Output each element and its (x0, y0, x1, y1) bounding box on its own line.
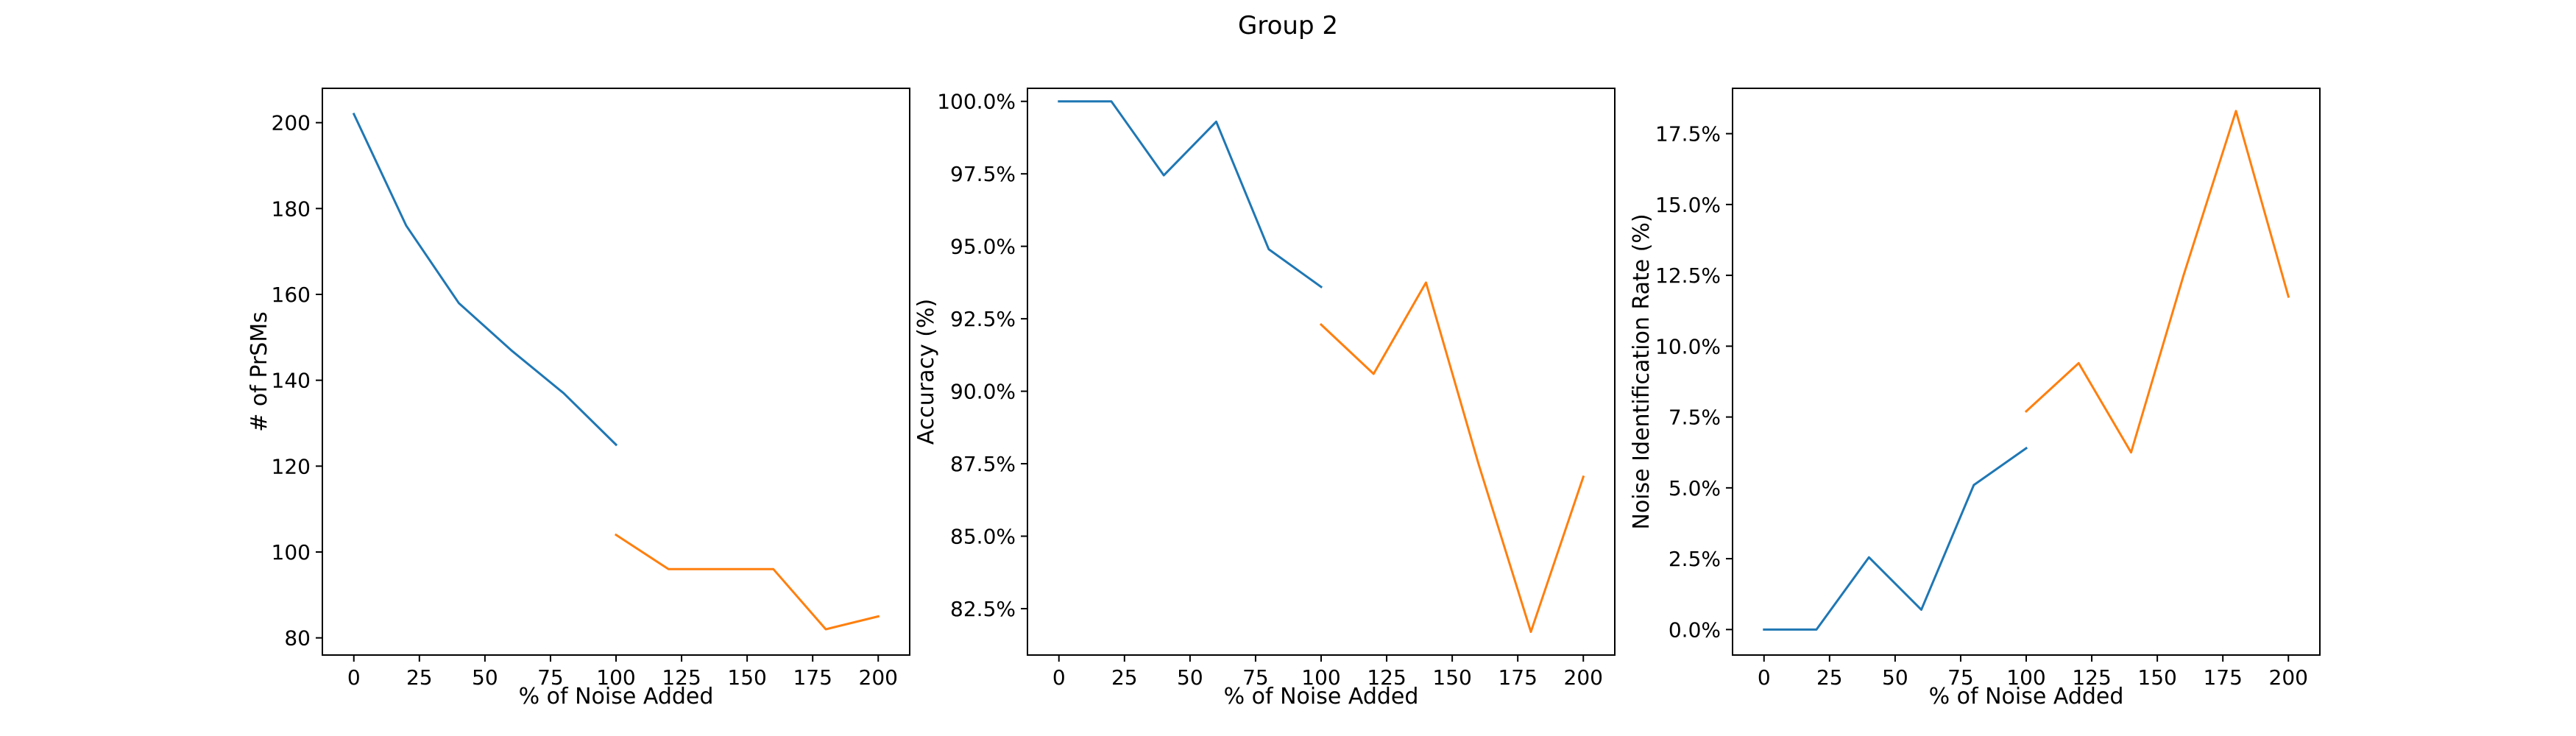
x-tick-label: 50 (1177, 665, 1203, 690)
y-tick-label: 97.5% (950, 162, 1016, 186)
series-line-orange (2024, 110, 2290, 454)
x-tick-label: 25 (406, 665, 433, 690)
tick-group: 0 25 50 75 100 125 150 175 200 0.0% 2.5% 5.0% 7.5% 10… (1655, 122, 2308, 690)
x-axis-label: % of Noise Added (519, 684, 714, 710)
x-tick-label: 175 (793, 665, 832, 690)
x-tick-label: 25 (1816, 665, 1843, 690)
x-tick-label: 150 (2137, 665, 2176, 690)
x-tick-label: 100 (2006, 665, 2045, 690)
y-tick-label: 160 (272, 283, 311, 307)
series-line-orange (614, 533, 880, 631)
y-tick-label: 5.0% (1669, 476, 1721, 500)
y-tick-label: 82.5% (950, 597, 1016, 621)
x-axis-label: % of Noise Added (1224, 684, 1419, 710)
y-tick-label: 100.0% (937, 90, 1016, 114)
axes-frame (1027, 88, 1616, 656)
y-tick-label: 17.5% (1655, 122, 1721, 146)
x-tick-label: 0 (347, 665, 361, 690)
x-tick-label: 25 (1111, 665, 1138, 690)
y-tick-label: 80 (284, 626, 311, 651)
x-tick-label: 50 (472, 665, 498, 690)
y-tick-label: 92.5% (950, 307, 1016, 331)
y-axis-label: # of PrSMs (247, 311, 272, 432)
series-line-blue (1763, 446, 2028, 631)
y-tick-label: 100 (272, 540, 311, 565)
x-tick-label: 150 (727, 665, 766, 690)
y-tick-label: 140 (272, 369, 311, 393)
tick-group: 0 25 50 75 100 125 150 175 200 80 100 120 140 160 180 2… (272, 111, 898, 690)
y-tick-label: 7.5% (1669, 406, 1721, 430)
y-tick-label: 0.0% (1669, 618, 1721, 642)
x-axis-label: % of Noise Added (1929, 684, 2124, 710)
x-tick-label: 100 (1301, 665, 1340, 690)
y-axis-label: Accuracy (%) (913, 299, 939, 445)
series-line-blue (352, 113, 618, 447)
y-tick-label: 87.5% (950, 452, 1016, 476)
x-tick-label: 75 (1242, 665, 1269, 690)
subplot-prsms: 0 25 50 75 100 125 150 175 200 80 100 120 140 160 180 2… (247, 88, 910, 710)
y-tick-label: 2.5% (1669, 547, 1721, 571)
x-tick-label: 200 (1564, 665, 1603, 690)
x-tick-label: 75 (1947, 665, 1974, 690)
y-axis-label: Noise Identification Rate (%) (1629, 213, 1655, 529)
y-tick-label: 15.0% (1655, 193, 1721, 217)
line-group (352, 113, 880, 631)
line-group (1763, 110, 2290, 631)
y-tick-label: 12.5% (1655, 263, 1721, 288)
x-tick-label: 125 (2072, 665, 2111, 690)
y-tick-label: 85.0% (950, 525, 1016, 549)
y-tick-label: 200 (272, 111, 311, 135)
y-tick-label: 90.0% (950, 380, 1016, 404)
suptitle: Group 2 (1238, 11, 1338, 40)
y-tick-label: 180 (272, 197, 311, 221)
tick-group: 0 25 50 75 100 125 150 175 200 82.5% 85.0% 87.5% 90.… (937, 90, 1603, 690)
x-tick-label: 0 (1758, 665, 1771, 690)
axes-frame (1732, 88, 2321, 656)
axes-frame (322, 88, 910, 656)
x-tick-label: 75 (537, 665, 564, 690)
subplot-accuracy: 0 25 50 75 100 125 150 175 200 82.5% 85.0% 87.5% 90.… (913, 88, 1616, 710)
series-line-orange (1319, 281, 1585, 633)
y-tick-label: 95.0% (950, 235, 1016, 259)
x-tick-label: 125 (1367, 665, 1406, 690)
x-tick-label: 125 (662, 665, 701, 690)
line-group (1058, 100, 1585, 633)
x-tick-label: 200 (2269, 665, 2308, 690)
x-tick-label: 100 (596, 665, 635, 690)
subplot-noise-identification: 0 25 50 75 100 125 150 175 200 0.0% 2.5% 5.0% 7.5% 10… (1629, 88, 2321, 710)
x-tick-label: 200 (859, 665, 898, 690)
y-tick-label: 120 (272, 454, 311, 478)
x-tick-label: 175 (1498, 665, 1537, 690)
x-tick-label: 150 (1432, 665, 1471, 690)
series-line-blue (1058, 100, 1323, 289)
x-tick-label: 175 (2203, 665, 2242, 690)
x-tick-label: 0 (1052, 665, 1066, 690)
y-tick-label: 10.0% (1655, 334, 1721, 358)
x-tick-label: 50 (1882, 665, 1908, 690)
